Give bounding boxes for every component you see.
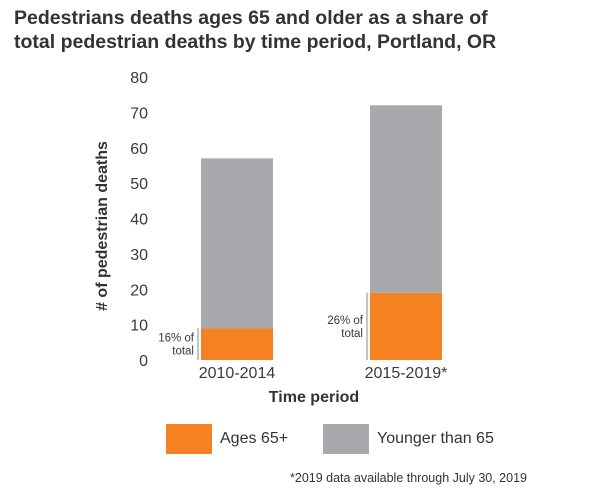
bar-younger-than-65-2015-2019 xyxy=(370,105,442,293)
legend-label-ages-65: Ages 65+ xyxy=(220,430,289,447)
annotation-text: 26% of xyxy=(327,315,364,327)
y-axis-label: # of pedestrian deaths xyxy=(94,141,111,311)
y-tick-label: 20 xyxy=(130,282,148,299)
footnote: *2019 data available through July 30, 20… xyxy=(290,471,527,485)
legend-item-younger-than-65: Younger than 65 xyxy=(323,424,494,454)
chart-title: Pedestrians deaths ages 65 and older as … xyxy=(14,6,584,54)
bar-ages-65-2010-2014 xyxy=(201,328,273,360)
x-axis-label: Time period xyxy=(269,389,359,406)
chart-title-line-1: Pedestrians deaths ages 65 and older as … xyxy=(14,7,488,29)
legend-swatch-ages-65 xyxy=(166,424,212,454)
x-axis-ticks: 2010-2014 2015-2019* xyxy=(199,365,448,382)
y-tick-label: 50 xyxy=(130,176,148,193)
chart-title-line-2: total pedestrian deaths by time period, … xyxy=(14,31,497,53)
annotation-text: total xyxy=(172,346,194,358)
bar-younger-than-65-2010-2014 xyxy=(201,158,273,329)
y-tick-label: 80 xyxy=(130,70,148,87)
legend-item-ages-65: Ages 65+ xyxy=(166,424,288,454)
annotation-text: total xyxy=(341,328,363,340)
y-axis-ticks: 0 10 20 30 40 50 60 70 80 xyxy=(130,70,148,370)
legend-label-younger-than-65: Younger than 65 xyxy=(377,430,494,447)
bar-ages-65-2015-2019 xyxy=(370,292,442,360)
x-tick-label-2010-2014: 2010-2014 xyxy=(199,365,276,382)
y-tick-label: 30 xyxy=(130,247,148,264)
bars xyxy=(201,105,442,360)
x-tick-label-2015-2019: 2015-2019* xyxy=(365,365,448,382)
y-tick-label: 0 xyxy=(139,353,148,370)
legend-swatch-younger-than-65 xyxy=(323,424,369,454)
y-tick-label: 40 xyxy=(130,212,148,229)
y-tick-label: 60 xyxy=(130,141,148,158)
annotation-text: 16% of xyxy=(158,333,195,345)
y-tick-label: 70 xyxy=(130,105,148,122)
y-tick-label: 10 xyxy=(130,318,148,335)
